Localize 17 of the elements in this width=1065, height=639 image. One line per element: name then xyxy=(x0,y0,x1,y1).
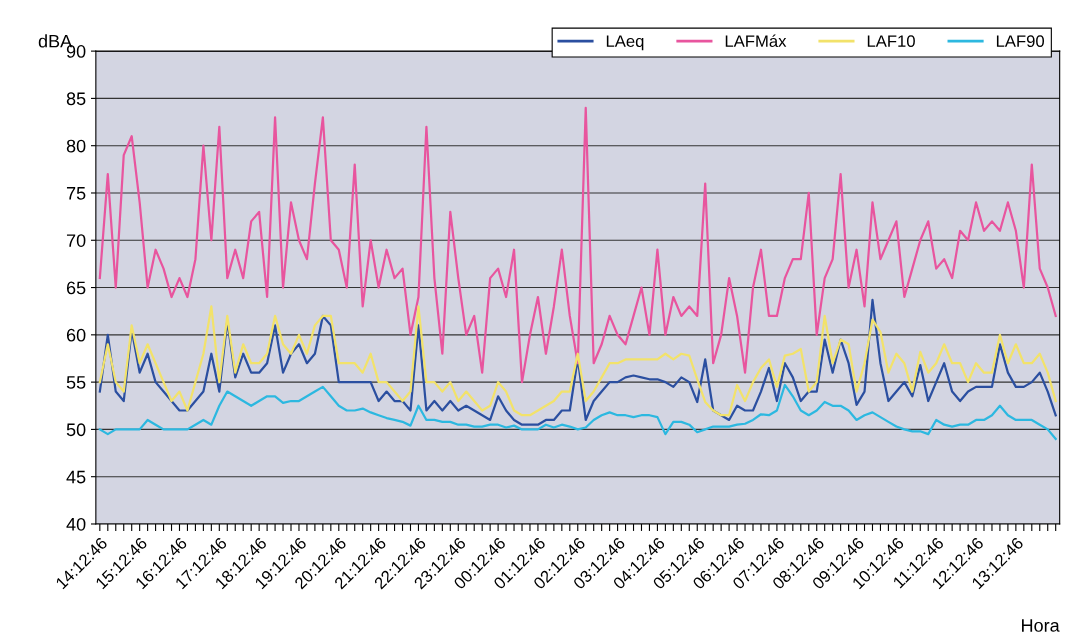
y-tick-label: 55 xyxy=(66,376,86,389)
y-tick-label: 45 xyxy=(66,470,86,484)
legend-label: LAF90 xyxy=(996,35,1045,48)
y-tick-label: 40 xyxy=(66,517,86,531)
y-tick-label: 75 xyxy=(66,187,86,200)
y-tick-label: 70 xyxy=(66,234,86,247)
y-tick-label: 50 xyxy=(66,423,86,437)
line-series xyxy=(98,383,1057,440)
y-tick-label: 85 xyxy=(66,92,86,106)
y-tick-label: 65 xyxy=(66,281,86,295)
line-series xyxy=(98,106,1057,384)
legend-label: LAeq xyxy=(606,35,644,51)
legend-label: LAF10 xyxy=(867,35,915,48)
y-tick-label: 80 xyxy=(66,139,86,153)
legend-label: LAFMáx xyxy=(725,34,787,48)
y-tick-label: 60 xyxy=(66,328,86,342)
x-axis-title: Hora xyxy=(1022,619,1060,632)
